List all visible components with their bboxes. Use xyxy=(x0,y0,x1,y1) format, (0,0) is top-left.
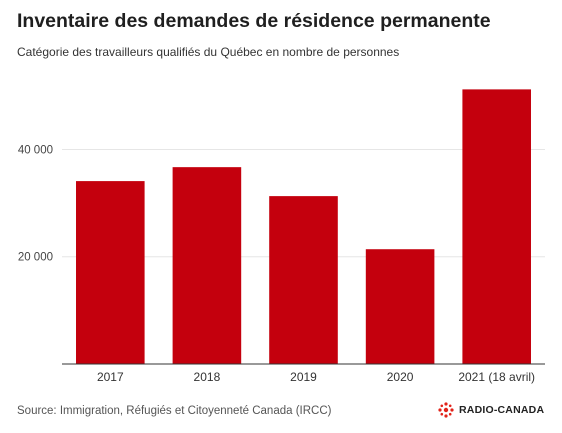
x-tick-label: 2020 xyxy=(387,370,414,384)
bar xyxy=(462,89,531,364)
y-tick-label: 20 000 xyxy=(18,252,53,264)
bar xyxy=(172,167,242,364)
bar xyxy=(76,181,145,364)
y-tick-label: 40 000 xyxy=(18,144,53,156)
x-tick-label: 2017 xyxy=(97,370,124,384)
radio-canada-logo: RADIO-CANADA xyxy=(437,401,544,419)
bar xyxy=(269,196,338,364)
gem-icon xyxy=(438,402,454,418)
x-tick-label: 2018 xyxy=(194,370,221,384)
source-note: Source: Immigration, Réfugiés et Citoyen… xyxy=(17,405,332,417)
chart-title: Inventaire des demandes de résidence per… xyxy=(17,10,491,32)
x-tick-label: 2019 xyxy=(290,370,317,384)
chart-subtitle: Catégorie des travailleurs qualifiés du … xyxy=(17,45,400,59)
logo-wordmark: RADIO-CANADA xyxy=(459,404,545,416)
bar xyxy=(365,249,435,364)
bar-chart: 20 000 40 000 2017 2018 2019 2020 2021 (18 avr… xyxy=(18,89,545,384)
x-tick-label: 2021 (18 avril) xyxy=(458,370,535,384)
axis-labels: 20 000 40 000 2017 2018 2019 2020 2021 (18 avr… xyxy=(18,144,535,384)
bars xyxy=(76,89,531,364)
